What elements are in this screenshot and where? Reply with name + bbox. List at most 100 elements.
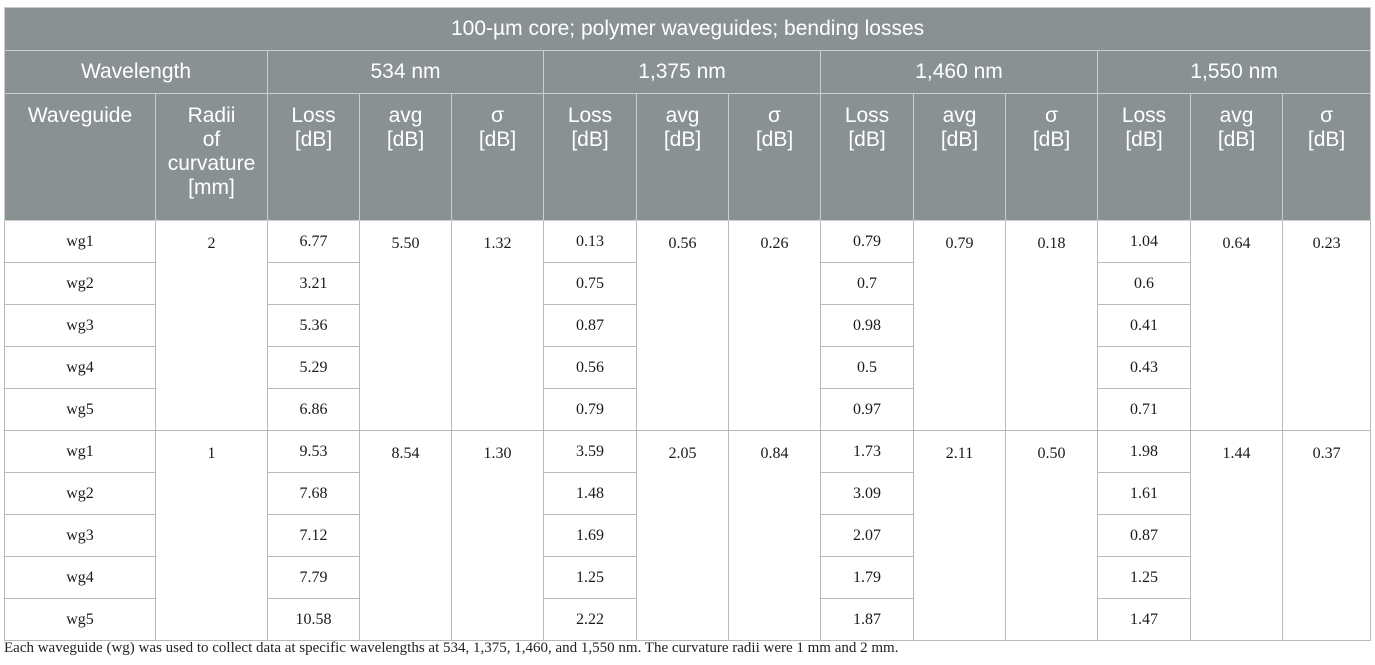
sigma-cell: 0.23 bbox=[1281, 220, 1372, 431]
avg-header-line: [dB] bbox=[386, 128, 425, 151]
loss-cell: 0.6 bbox=[1097, 262, 1191, 305]
table-row: wg5 6.86 0.79 0.97 0.71 bbox=[4, 388, 1371, 431]
avg-header-line: avg bbox=[665, 104, 700, 127]
loss-cell: 0.87 bbox=[543, 304, 637, 347]
waveguide-cell: wg1 bbox=[4, 430, 156, 473]
sigma-header-line: [dB] bbox=[1032, 128, 1071, 151]
table-row: wg2 7.68 1.48 3.09 1.61 bbox=[4, 472, 1371, 515]
avg-cell: 2.05 bbox=[636, 430, 729, 641]
wavelength-534-header: 534 nm bbox=[267, 50, 544, 94]
loss-cell: 9.53 bbox=[267, 430, 360, 473]
avg-header-line: avg bbox=[942, 104, 977, 127]
sigma-header-line: σ bbox=[768, 104, 781, 127]
loss-header-line: [dB] bbox=[294, 128, 333, 151]
avg-cell: 0.64 bbox=[1190, 220, 1283, 431]
avg-header-line: avg bbox=[388, 104, 423, 127]
loss-cell: 1.48 bbox=[543, 472, 637, 515]
loss-header-line: Loss bbox=[1121, 104, 1167, 127]
loss-header: Loss [dB] bbox=[1097, 93, 1191, 221]
loss-cell: 1.25 bbox=[543, 556, 637, 599]
loss-cell: 0.7 bbox=[820, 262, 914, 305]
loss-cell: 1.47 bbox=[1097, 598, 1191, 641]
loss-header-line: Loss bbox=[844, 104, 890, 127]
wavelength-header: Wavelength bbox=[4, 50, 268, 94]
table-row: wg4 5.29 0.56 0.5 0.43 bbox=[4, 346, 1371, 389]
radii-header-line: curvature bbox=[167, 152, 256, 175]
waveguide-cell: wg3 bbox=[4, 304, 156, 347]
loss-cell: 10.58 bbox=[267, 598, 360, 641]
table-row: wg1 2 6.77 5.50 1.32 0.13 0.56 0.26 0.79 0.79 0.18… bbox=[4, 220, 1372, 431]
loss-cell: 1.87 bbox=[820, 598, 914, 641]
sigma-cell: 0.26 bbox=[728, 220, 821, 431]
radii-header: Radii of curvature [mm] bbox=[155, 93, 268, 221]
waveguide-cell: wg3 bbox=[4, 514, 156, 557]
avg-header-line: [dB] bbox=[1217, 128, 1256, 151]
bending-loss-table: 100-µm core; polymer waveguides; bending… bbox=[3, 7, 1372, 641]
sigma-cell: 1.32 bbox=[451, 220, 544, 431]
loss-cell: 1.69 bbox=[543, 514, 637, 557]
loss-cell: 1.04 bbox=[1097, 220, 1191, 263]
sigma-header-line: [dB] bbox=[1307, 128, 1346, 151]
loss-header: Loss [dB] bbox=[543, 93, 637, 221]
sigma-cell: 0.50 bbox=[1005, 430, 1098, 641]
avg-header-line: [dB] bbox=[940, 128, 979, 151]
sigma-header-line: σ bbox=[1320, 104, 1334, 127]
loss-cell: 3.59 bbox=[543, 430, 637, 473]
avg-cell: 8.54 bbox=[359, 430, 452, 641]
loss-cell: 0.79 bbox=[820, 220, 914, 263]
loss-cell: 6.86 bbox=[267, 388, 360, 431]
wavelength-1460-header: 1,460 nm bbox=[820, 50, 1098, 94]
sigma-header: σ [dB] bbox=[1005, 93, 1098, 221]
loss-cell: 7.79 bbox=[267, 556, 360, 599]
loss-cell: 1.61 bbox=[1097, 472, 1191, 515]
avg-header-line: avg bbox=[1219, 104, 1254, 127]
avg-cell: 0.79 bbox=[913, 220, 1006, 431]
sigma-header: σ [dB] bbox=[451, 93, 544, 221]
loss-header-line: [dB] bbox=[571, 128, 609, 151]
avg-header: avg [dB] bbox=[359, 93, 452, 221]
avg-header-line: [dB] bbox=[663, 128, 702, 151]
loss-cell: 0.98 bbox=[820, 304, 914, 347]
waveguide-cell: wg4 bbox=[4, 556, 156, 599]
sigma-header: σ [dB] bbox=[728, 93, 821, 221]
sigma-cell: 0.37 bbox=[1281, 430, 1372, 641]
waveguide-header: Waveguide bbox=[4, 93, 156, 221]
loss-cell: 0.43 bbox=[1097, 346, 1191, 389]
table-row: wg2 3.21 0.75 0.7 0.6 bbox=[4, 262, 1371, 305]
sigma-header-line: [dB] bbox=[755, 128, 794, 151]
table-row: wg3 7.12 1.69 2.07 0.87 bbox=[4, 514, 1371, 557]
radius-cell: 1 bbox=[155, 430, 268, 641]
sigma-header-line: [dB] bbox=[478, 128, 517, 151]
waveguide-cell: wg2 bbox=[4, 472, 156, 515]
loss-cell: 3.21 bbox=[267, 262, 360, 305]
waveguide-cell: wg2 bbox=[4, 262, 156, 305]
avg-cell: 0.56 bbox=[636, 220, 729, 431]
avg-cell: 5.50 bbox=[359, 220, 452, 431]
loss-cell: 5.29 bbox=[267, 346, 360, 389]
loss-cell: 1.73 bbox=[820, 430, 914, 473]
loss-cell: 7.68 bbox=[267, 472, 360, 515]
loss-cell: 0.5 bbox=[820, 346, 914, 389]
radii-header-line: of bbox=[202, 128, 221, 151]
loss-cell: 3.09 bbox=[820, 472, 914, 515]
loss-cell: 0.41 bbox=[1097, 304, 1191, 347]
sigma-cell: 0.84 bbox=[728, 430, 821, 641]
radius-cell: 2 bbox=[155, 220, 268, 431]
loss-cell: 1.98 bbox=[1097, 430, 1191, 473]
sigma-header: σ [dB] bbox=[1281, 93, 1372, 221]
loss-cell: 0.79 bbox=[543, 388, 637, 431]
avg-header: avg [dB] bbox=[913, 93, 1006, 221]
wavelength-1375-header: 1,375 nm bbox=[543, 50, 821, 94]
table-row: wg3 5.36 0.87 0.98 0.41 bbox=[4, 304, 1371, 347]
loss-cell: 0.56 bbox=[543, 346, 637, 389]
waveguide-cell: wg5 bbox=[4, 388, 156, 431]
sigma-cell: 0.18 bbox=[1005, 220, 1098, 431]
avg-cell: 1.44 bbox=[1190, 430, 1283, 641]
waveguide-cell: wg5 bbox=[4, 598, 156, 641]
loss-cell: 1.79 bbox=[820, 556, 914, 599]
table-row: wg5 10.58 2.22 1.87 1.47 bbox=[4, 598, 1371, 641]
avg-header: avg [dB] bbox=[636, 93, 729, 221]
loss-cell: 1.25 bbox=[1097, 556, 1191, 599]
loss-cell: 5.36 bbox=[267, 304, 360, 347]
loss-header-line: [dB] bbox=[848, 128, 886, 151]
